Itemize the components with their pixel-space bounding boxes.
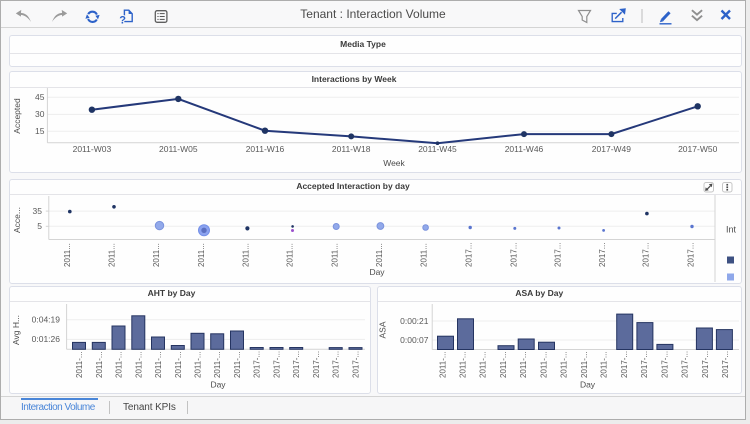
svg-text:35: 35 [33, 206, 43, 216]
svg-text:2017-...: 2017-... [332, 351, 341, 378]
svg-text:2011-W05: 2011-W05 [159, 144, 198, 154]
svg-text:2011-...: 2011-... [233, 351, 242, 378]
svg-text:2017-...: 2017-... [660, 351, 669, 378]
svg-text:2011-...: 2011-... [519, 351, 528, 378]
svg-text:2011...: 2011... [197, 243, 206, 267]
svg-text:2011...: 2011... [420, 243, 429, 267]
svg-text:2011-...: 2011-... [539, 351, 548, 378]
svg-text:2017-...: 2017-... [721, 351, 730, 378]
svg-text:2011-...: 2011-... [599, 351, 608, 378]
svg-text:2017...: 2017... [554, 243, 563, 267]
svg-text:2011...: 2011... [330, 243, 339, 267]
svg-text:2017-W49: 2017-W49 [592, 144, 631, 154]
svg-text:Day: Day [210, 380, 226, 390]
svg-text:0:04:19: 0:04:19 [32, 315, 61, 325]
svg-text:ASA: ASA [377, 321, 387, 338]
svg-text:2017...: 2017... [687, 243, 696, 267]
svg-text:2017...: 2017... [509, 243, 518, 267]
svg-text:2011-...: 2011-... [174, 351, 183, 378]
svg-text:2017-...: 2017-... [640, 351, 649, 378]
svg-text:45: 45 [35, 92, 45, 102]
svg-text:5: 5 [37, 221, 42, 231]
svg-text:2017...: 2017... [465, 243, 474, 267]
svg-text:2011-...: 2011-... [115, 351, 124, 378]
svg-text:2011-W46: 2011-W46 [505, 144, 544, 154]
svg-text:2017...: 2017... [641, 243, 650, 267]
svg-text:0:01:26: 0:01:26 [32, 334, 61, 344]
svg-text:Day: Day [579, 380, 595, 390]
svg-text:2011-...: 2011-... [438, 351, 447, 378]
svg-text:Int: Int [726, 225, 737, 235]
svg-text:2011-...: 2011-... [499, 351, 508, 378]
svg-text:2017-...: 2017-... [273, 351, 282, 378]
svg-text:2011...: 2011... [152, 243, 161, 267]
svg-text:0:00:21: 0:00:21 [400, 316, 429, 326]
svg-text:Accepted: Accepted [12, 98, 22, 134]
svg-text:2011-...: 2011-... [154, 351, 163, 378]
svg-text:0:00:07: 0:00:07 [400, 335, 429, 345]
svg-text:Avg H...: Avg H... [11, 315, 21, 345]
svg-text:2011...: 2011... [375, 243, 384, 267]
svg-text:15: 15 [35, 126, 45, 136]
svg-text:2011-...: 2011-... [75, 351, 84, 378]
svg-text:2011-...: 2011-... [194, 351, 203, 378]
svg-text:2011-...: 2011-... [213, 351, 222, 378]
svg-text:2011-...: 2011-... [134, 351, 143, 378]
svg-text:2017-...: 2017-... [292, 351, 301, 378]
svg-text:2011-...: 2011-... [458, 351, 467, 378]
svg-text:Week: Week [383, 158, 405, 168]
svg-text:2011-W18: 2011-W18 [332, 144, 371, 154]
svg-text:2017-...: 2017-... [352, 351, 361, 378]
svg-text:2017-...: 2017-... [700, 351, 709, 378]
svg-text:2011...: 2011... [63, 243, 72, 267]
svg-text:2011-...: 2011-... [95, 351, 104, 378]
svg-text:2017-...: 2017-... [680, 351, 689, 378]
svg-text:30: 30 [35, 109, 45, 119]
svg-text:Acce...: Acce... [12, 207, 22, 233]
svg-text:2011-W45: 2011-W45 [418, 144, 457, 154]
svg-text:2011-W16: 2011-W16 [246, 144, 285, 154]
svg-text:2017-...: 2017-... [619, 351, 628, 378]
svg-text:2017-...: 2017-... [312, 351, 321, 378]
svg-text:Day: Day [369, 267, 385, 277]
svg-text:2011...: 2011... [108, 243, 117, 267]
svg-text:2017...: 2017... [598, 243, 607, 267]
svg-text:2011-W03: 2011-W03 [73, 144, 112, 154]
svg-text:?: ? [119, 15, 126, 27]
svg-text:2011-...: 2011-... [478, 351, 487, 378]
svg-text:2011...: 2011... [286, 243, 295, 267]
svg-text:2017-W50: 2017-W50 [678, 144, 717, 154]
svg-text:2011...: 2011... [242, 243, 251, 267]
svg-text:2011-...: 2011-... [579, 351, 588, 378]
svg-text:2017-...: 2017-... [253, 351, 262, 378]
svg-text:2011-...: 2011-... [559, 351, 568, 378]
